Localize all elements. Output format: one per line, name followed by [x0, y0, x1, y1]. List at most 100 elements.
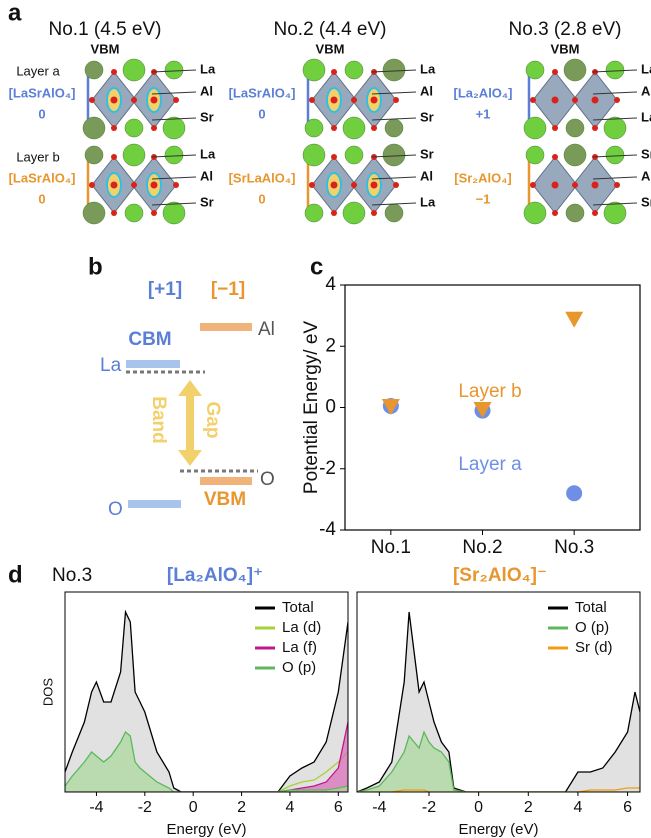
atom [393, 97, 399, 103]
atom [331, 154, 337, 160]
atom [552, 182, 559, 189]
atom [572, 182, 578, 188]
level-label: O [260, 469, 275, 490]
panel-label: a [8, 0, 22, 26]
x-tick-label: -4 [89, 799, 103, 816]
atom-label: Al [641, 168, 651, 183]
gap-label: Band [148, 396, 169, 444]
y-tick-label: -4 [319, 519, 336, 540]
formula: [La₂AlO₄] [454, 85, 513, 100]
atom [592, 182, 599, 189]
atom [564, 144, 586, 166]
atom [614, 97, 620, 103]
band-label: VBM [316, 41, 345, 56]
legend-label: O (p) [575, 619, 609, 636]
legend-label: Total [575, 599, 607, 616]
atom [343, 202, 365, 224]
point [566, 485, 582, 501]
atom [371, 182, 378, 189]
atom [111, 182, 118, 189]
figure: a b c d No.3 No.1 (4.5 eV)VBM[LaSrAlO₄]0… [0, 0, 651, 838]
x-tick-label: 2 [237, 799, 246, 816]
chart-title: [Sr₂AlO₄]⁻ [453, 565, 547, 586]
charge-label: [+1] [148, 279, 182, 300]
atom [331, 97, 338, 104]
atom [89, 97, 95, 103]
atom [165, 61, 183, 79]
atom [151, 182, 158, 189]
atom [125, 119, 143, 137]
atom [111, 125, 117, 131]
charge: −1 [476, 191, 491, 206]
layer-label: Layer a [16, 63, 60, 78]
atom [131, 182, 137, 188]
x-tick-label: 4 [285, 799, 294, 816]
y-tick-label: 2 [325, 335, 336, 356]
y-tick-label: 0 [325, 397, 336, 418]
atom-label: Al [200, 168, 213, 183]
level [126, 360, 180, 368]
x-tick-label: 6 [623, 799, 632, 816]
charge-label: [−1] [211, 279, 245, 300]
atom [345, 61, 363, 79]
point [565, 312, 583, 328]
atom-label: Sr [420, 146, 434, 161]
formula: [LaSrAlO₄] [229, 85, 296, 100]
atom-label: Sr [641, 146, 651, 161]
atom [111, 97, 118, 104]
column-title: No.1 (4.5 eV) [49, 19, 162, 40]
legend-label: La (f) [282, 639, 317, 656]
atom-label: La [200, 146, 216, 161]
column-title: No.3 (2.8 eV) [509, 19, 622, 40]
series-annotation: Layer b [458, 381, 521, 402]
formula: [LaSrAlO₄] [9, 85, 76, 100]
atom [151, 210, 157, 216]
level [200, 477, 252, 485]
atom [303, 144, 325, 166]
atom [564, 59, 586, 81]
atom [552, 69, 558, 75]
atom [572, 97, 578, 103]
atom [345, 146, 363, 164]
band-label: VBM [551, 41, 580, 56]
level-label: O [108, 499, 123, 520]
atom [592, 125, 598, 131]
y-tick-label: 4 [325, 274, 336, 295]
atom [614, 182, 620, 188]
atom [123, 59, 145, 81]
atom [111, 69, 117, 75]
atom [552, 97, 559, 104]
atom [606, 61, 624, 79]
atom [173, 182, 179, 188]
atom [606, 146, 624, 164]
charge: 0 [38, 106, 45, 121]
atom [83, 117, 105, 139]
atom [552, 210, 558, 216]
atom-label: Al [641, 83, 651, 98]
atom [331, 125, 337, 131]
gap-label: Gap [202, 402, 223, 439]
atom [552, 154, 558, 160]
atom [173, 97, 179, 103]
level-label: Al [258, 319, 275, 340]
x-tick-label: No.1 [371, 537, 411, 558]
level-label: La [100, 355, 122, 376]
atom [383, 59, 405, 81]
atom [131, 97, 137, 103]
atom [526, 61, 544, 79]
atom-label: Al [420, 83, 433, 98]
atom [85, 146, 103, 164]
band-label: VBM [91, 41, 120, 56]
x-tick-label: 4 [573, 799, 582, 816]
x-tick-label: 0 [474, 799, 483, 816]
gap-arrow [178, 380, 202, 466]
atom [383, 144, 405, 166]
atom [604, 202, 626, 224]
atom [566, 204, 584, 222]
atom-label: La [420, 194, 436, 209]
legend-label: O (p) [282, 659, 316, 676]
atom-label: Sr [641, 194, 651, 209]
atom-label: Sr [200, 109, 214, 124]
atom [83, 202, 105, 224]
panel-label: b [88, 253, 103, 280]
